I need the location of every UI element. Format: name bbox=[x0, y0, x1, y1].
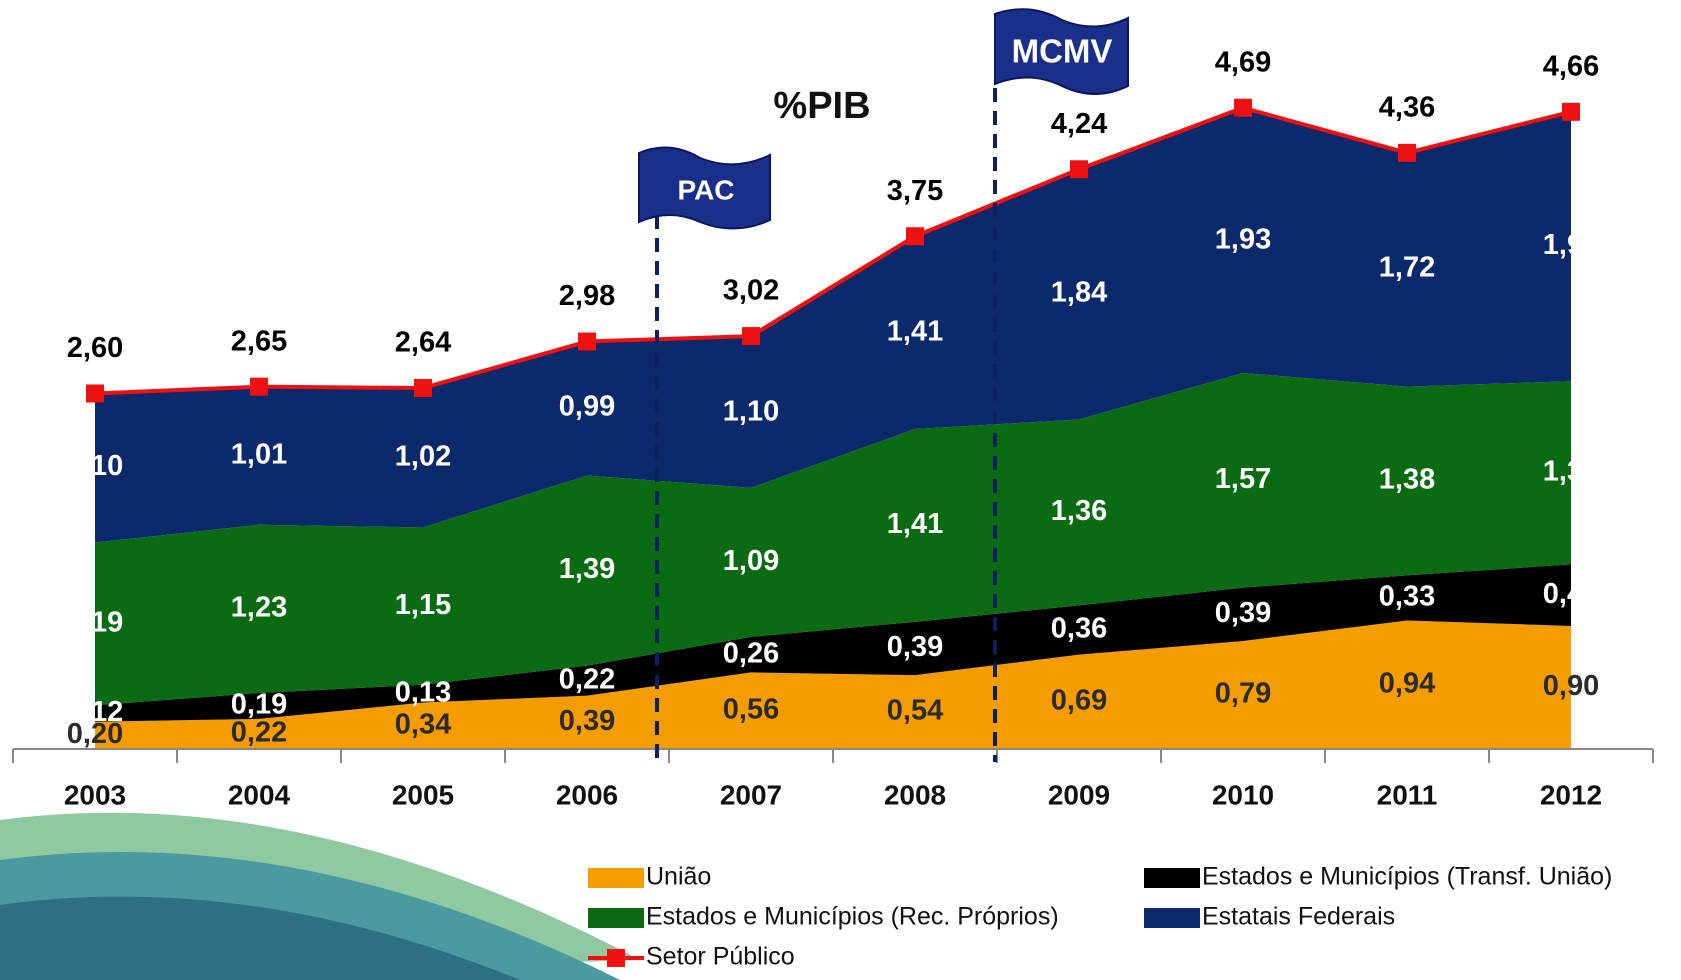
x-tick-label: 2010 bbox=[1212, 779, 1274, 810]
value-label: 1,39 bbox=[559, 553, 615, 585]
x-tick-label: 2005 bbox=[392, 779, 454, 810]
value-label: 1,10 bbox=[723, 395, 779, 427]
value-label: 0,26 bbox=[723, 637, 779, 669]
legend-label: União bbox=[646, 863, 711, 891]
value-label: 0,22 bbox=[231, 717, 287, 749]
legend-swatch bbox=[607, 949, 625, 967]
legend-swatch bbox=[588, 908, 644, 928]
value-label: 1,19 bbox=[67, 607, 123, 639]
value-label: 3,75 bbox=[887, 175, 943, 207]
legend-swatch bbox=[1144, 908, 1200, 928]
marker bbox=[906, 227, 924, 246]
value-label: 0,39 bbox=[887, 631, 943, 663]
legend-label: Setor Público bbox=[646, 943, 795, 971]
value-label: 1,57 bbox=[1215, 463, 1271, 495]
value-label: 1,72 bbox=[1379, 252, 1435, 284]
marker bbox=[1070, 160, 1088, 179]
x-tick-label: 2006 bbox=[556, 779, 618, 810]
value-label: 0,45 bbox=[1543, 578, 1599, 610]
value-label: 1,01 bbox=[231, 438, 287, 470]
x-tick-label: 2007 bbox=[720, 779, 782, 810]
value-label: 0,99 bbox=[559, 391, 615, 423]
value-label: 1,93 bbox=[1215, 224, 1271, 256]
area bbox=[95, 372, 1571, 706]
marker bbox=[1562, 102, 1580, 121]
legend-label: Estatais Federais bbox=[1202, 903, 1395, 931]
marker bbox=[1234, 98, 1252, 117]
area bbox=[95, 620, 1571, 749]
legend-swatch bbox=[588, 868, 644, 888]
pac-flag bbox=[638, 146, 771, 230]
marker bbox=[742, 327, 760, 346]
legend-label: Estados e Municípios (Rec. Próprios) bbox=[646, 903, 1059, 931]
marker bbox=[250, 377, 268, 396]
annotation: %PIB bbox=[773, 85, 870, 127]
x-tick-label: 2011 bbox=[1377, 779, 1438, 810]
area bbox=[95, 109, 1571, 543]
legend-swatch bbox=[1144, 868, 1200, 888]
marker bbox=[1398, 143, 1416, 162]
value-label: 0,39 bbox=[559, 705, 615, 737]
value-label: 0,69 bbox=[1051, 684, 1107, 716]
value-label: 0,20 bbox=[67, 718, 123, 750]
value-label: 0,12 bbox=[67, 696, 123, 728]
value-label: 0,33 bbox=[1379, 581, 1435, 613]
annotation: PAC bbox=[677, 174, 734, 205]
x-tick-label: 2012 bbox=[1540, 779, 1602, 810]
value-label: 4,66 bbox=[1543, 50, 1599, 82]
value-label: 0,90 bbox=[1543, 670, 1599, 702]
value-label: 0,39 bbox=[1215, 597, 1271, 629]
value-label: 0,13 bbox=[395, 676, 451, 708]
value-label: 2,65 bbox=[231, 325, 287, 357]
value-label: 1,38 bbox=[1379, 464, 1435, 496]
value-label: 0,79 bbox=[1215, 678, 1271, 710]
value-label: 1,02 bbox=[395, 440, 451, 472]
value-label: 0,19 bbox=[231, 689, 287, 721]
value-label: 4,24 bbox=[1051, 108, 1107, 140]
marker bbox=[86, 384, 104, 403]
value-label: 3,02 bbox=[723, 275, 779, 307]
value-label: 1,23 bbox=[231, 592, 287, 624]
x-tick-label: 2004 bbox=[228, 779, 291, 810]
value-label: 2,64 bbox=[395, 327, 451, 359]
value-label: 1,41 bbox=[887, 315, 943, 347]
value-label: 1,41 bbox=[887, 508, 943, 540]
plot-area: 0,20 0,22 0,34 0,39 0,56 0,54 0,69 0,79 0,94 0,90… bbox=[12, 46, 1654, 810]
marker bbox=[578, 332, 596, 351]
value-label: 1,15 bbox=[395, 589, 451, 621]
line bbox=[94, 105, 1572, 396]
value-label: 4,36 bbox=[1379, 92, 1435, 124]
value-label: 2,60 bbox=[67, 332, 123, 364]
x-tick-label: 2008 bbox=[884, 779, 946, 810]
decor-swoosh bbox=[0, 812, 640, 980]
x-tick-label: 2009 bbox=[1048, 779, 1110, 810]
area bbox=[95, 564, 1571, 722]
value-label: 4,69 bbox=[1215, 46, 1271, 78]
annotation: MCMV bbox=[1012, 33, 1113, 70]
x-tick-label: 2003 bbox=[64, 779, 126, 810]
legend-label: Estados e Municípios (Transf. União) bbox=[1202, 863, 1612, 891]
value-label: 1,36 bbox=[1051, 495, 1107, 527]
value-label: 1,84 bbox=[1051, 276, 1107, 308]
value-label: 0,22 bbox=[559, 663, 615, 695]
mcmv-flag bbox=[994, 8, 1129, 95]
value-label: 0,36 bbox=[1051, 613, 1107, 645]
marker bbox=[414, 379, 432, 398]
value-label: 1,34 bbox=[1543, 455, 1599, 487]
value-label: 0,94 bbox=[1379, 667, 1435, 699]
value-label: 1,10 bbox=[67, 450, 123, 482]
value-label: 1,97 bbox=[1543, 229, 1599, 261]
value-label: 0,54 bbox=[887, 695, 943, 727]
value-label: 0,56 bbox=[723, 693, 779, 725]
value-label: 0,34 bbox=[395, 708, 451, 740]
legend: União Estados e Municípios (Transf. União… bbox=[588, 863, 1612, 971]
value-label: 2,98 bbox=[559, 280, 615, 312]
value-label: 1,09 bbox=[723, 545, 779, 577]
